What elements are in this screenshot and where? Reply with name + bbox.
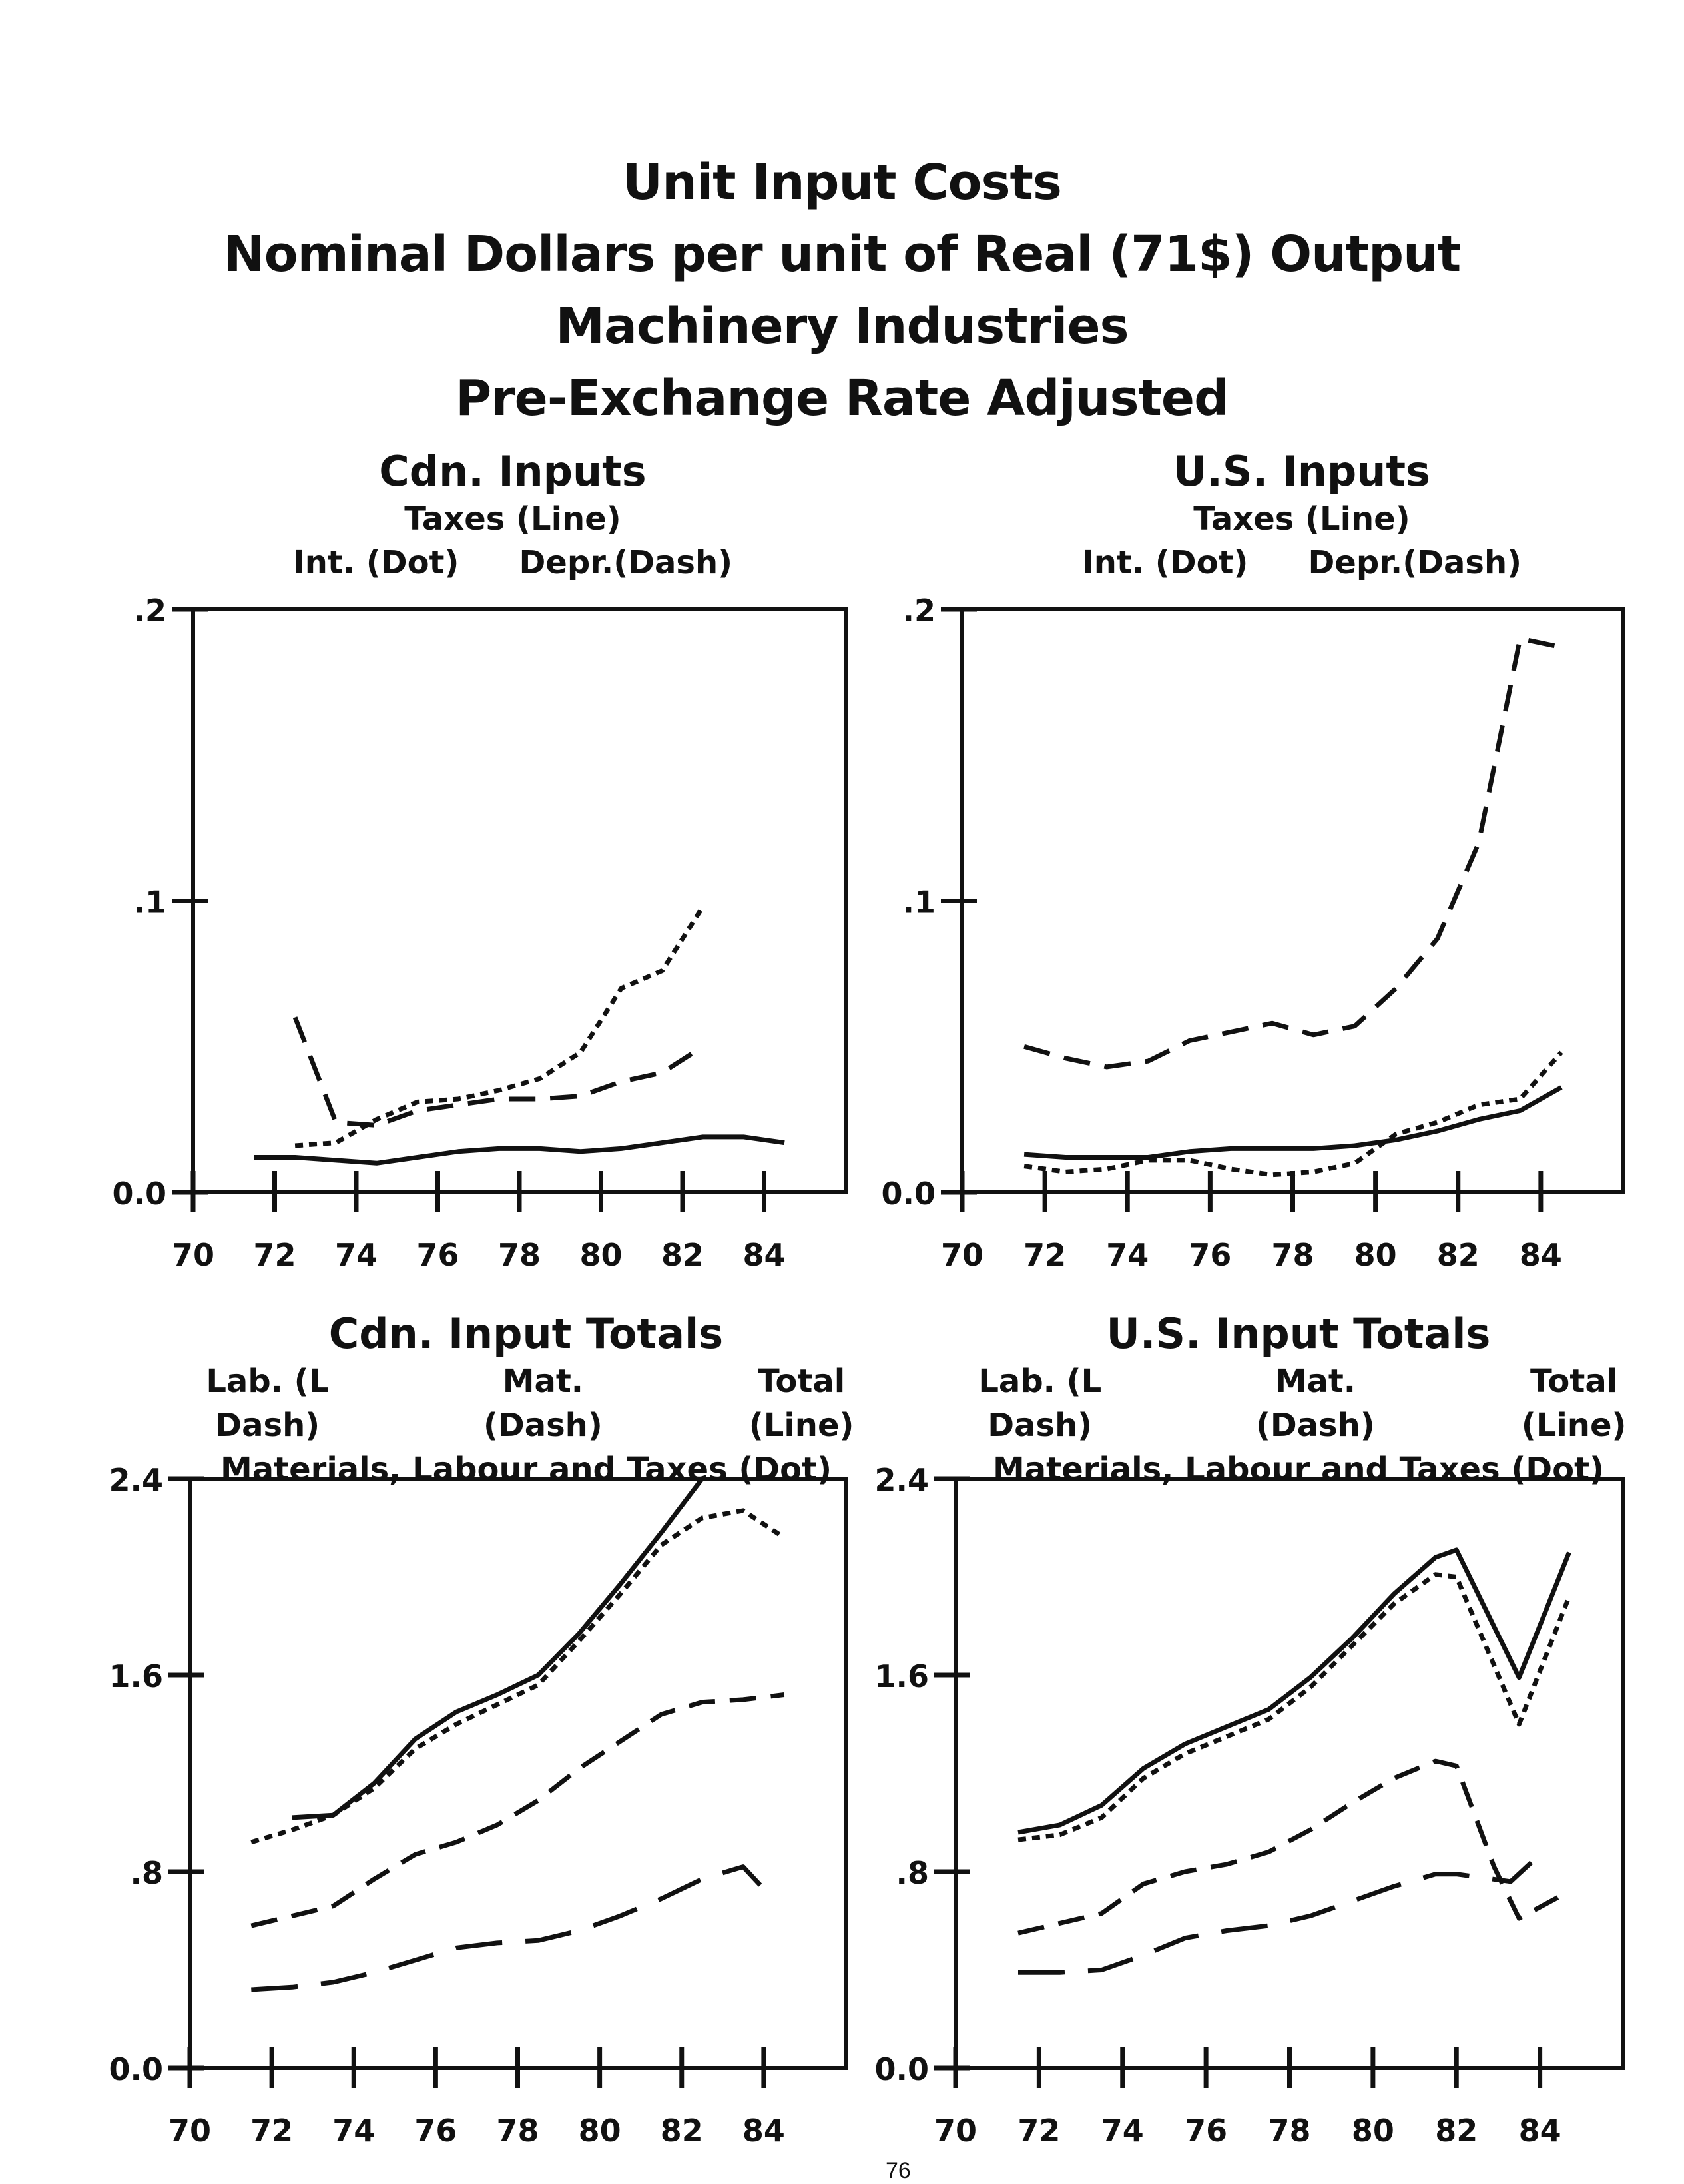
figure-title-line-3: Machinery Industries — [555, 298, 1129, 355]
figure-title-line-1: Unit Input Costs — [623, 154, 1062, 211]
y-tick-label: 1.6 — [875, 1658, 930, 1694]
y-tick-label: 0.0 — [875, 2051, 930, 2087]
y-tick-label: .2 — [903, 593, 936, 629]
legend-item-int: Int. (Dot) — [1081, 544, 1249, 581]
y-tick-label: .8 — [896, 1855, 929, 1891]
x-tick-label: 70 — [941, 1237, 983, 1273]
x-tick-label: 72 — [250, 2113, 293, 2149]
x-tick-label: 76 — [1185, 2113, 1227, 2149]
series-line-solid — [1023, 1085, 1563, 1160]
x-tick-label: 84 — [742, 1237, 785, 1273]
x-tick-label: 78 — [498, 1237, 541, 1273]
series-line-dot — [294, 905, 705, 1148]
x-tick-label: 84 — [1519, 2113, 1561, 2149]
series-line-solid — [292, 1477, 704, 1820]
legend-item-mat: Mat. (Dash) — [483, 1363, 603, 1444]
x-tick-label: 76 — [414, 2113, 457, 2149]
y-tick-label: .2 — [134, 593, 166, 629]
figure-title-line-4: Pre-Exchange Rate Adjusted — [455, 370, 1229, 427]
x-tick-label: 74 — [332, 2113, 375, 2149]
panel-subtitle: Materials, Labour and Taxes (Dot) — [992, 1451, 1605, 1488]
legend-item-depr: Depr.(Dash) — [1308, 544, 1522, 581]
x-tick-label: 82 — [1435, 2113, 1478, 2149]
x-tick-label: 70 — [172, 1237, 214, 1273]
panel-subtitle: Taxes (Line) — [404, 500, 621, 538]
panel-legend: Lab. (L Dash) Mat. (Dash) Total (Line) — [153, 1359, 899, 1447]
x-tick-label: 80 — [1354, 1237, 1397, 1273]
y-tick-label: 0.0 — [113, 1176, 167, 1212]
series-line-dash — [250, 1692, 785, 1928]
panel-title: Cdn. Inputs — [379, 447, 647, 496]
series-line-dash — [1023, 636, 1562, 1070]
y-tick-label: .1 — [903, 885, 936, 920]
y-tick-label: 2.4 — [109, 1462, 164, 1498]
x-tick-label: 78 — [496, 2113, 539, 2149]
y-tick-label: 2.4 — [875, 1462, 930, 1498]
y-tick-label: 0.0 — [882, 1176, 936, 1212]
x-tick-label: 80 — [579, 1237, 622, 1273]
series-line-dot — [250, 1508, 786, 1845]
x-tick-label: 84 — [1520, 1237, 1562, 1273]
y-tick-label: .1 — [134, 885, 166, 920]
x-tick-label: 72 — [1023, 1237, 1066, 1273]
page-number: 76 — [886, 2158, 911, 2183]
panel-title: U.S. Inputs — [1173, 447, 1430, 496]
x-tick-label: 72 — [253, 1237, 296, 1273]
figure-title-block: Unit Input Costs Nominal Dollars per uni… — [0, 147, 1684, 434]
panel-title: U.S. Input Totals — [1106, 1309, 1491, 1358]
y-tick-label: .8 — [131, 1855, 163, 1891]
series-line-dot — [1023, 1050, 1563, 1178]
legend-item-total: Total (Line) — [748, 1363, 854, 1444]
x-tick-label: 82 — [661, 2113, 703, 2149]
legend-item-lab: Lab. (L Dash) — [206, 1363, 330, 1444]
y-tick-label: 0.0 — [109, 2051, 164, 2087]
series-line-long-dash — [1018, 1852, 1542, 1975]
x-tick-label: 70 — [168, 2113, 211, 2149]
series-line-long-dash — [251, 1864, 766, 1992]
x-tick-label: 80 — [579, 2113, 621, 2149]
panel-subtitle: Taxes (Line) — [1193, 500, 1410, 538]
legend-item-depr: Depr.(Dash) — [519, 544, 733, 581]
panel-cdn-totals-heading: Cdn. Input Totals Lab. (L Dash) Mat. (Da… — [153, 1309, 899, 1491]
series-line-solid — [254, 1134, 785, 1166]
panel-title: Cdn. Input Totals — [328, 1309, 724, 1358]
legend-item-int: Int. (Dot) — [292, 544, 459, 581]
x-tick-label: 78 — [1268, 2113, 1310, 2149]
x-tick-label: 82 — [661, 1237, 704, 1273]
panel-legend: Int. (Dot) Depr.(Dash) — [153, 541, 872, 585]
x-tick-label: 78 — [1271, 1237, 1314, 1273]
series-line-dash — [292, 1016, 704, 1128]
series-line-solid — [1017, 1547, 1571, 1835]
x-tick-label: 76 — [1189, 1237, 1231, 1273]
panel-subtitle: Materials, Labour and Taxes (Dot) — [220, 1451, 832, 1488]
y-tick-label: 1.6 — [109, 1658, 164, 1694]
series-line-dash — [1017, 1758, 1571, 1936]
plot-frame — [954, 1477, 1625, 2070]
legend-item-lab: Lab. (L Dash) — [978, 1363, 1102, 1444]
panel-legend: Int. (Dot) Depr.(Dash) — [926, 541, 1678, 585]
series-line-dot — [1017, 1572, 1571, 1842]
panel-us-totals-heading: U.S. Input Totals Lab. (L Dash) Mat. (Da… — [926, 1309, 1671, 1491]
panel-us-inputs-heading: U.S. Inputs Taxes (Line) Int. (Dot) Depr… — [926, 446, 1678, 585]
x-tick-label: 80 — [1352, 2113, 1394, 2149]
x-tick-label: 74 — [1106, 1237, 1149, 1273]
legend-item-total: Total (Line) — [1521, 1363, 1627, 1444]
x-tick-label: 72 — [1017, 2113, 1060, 2149]
figure-title-line-2: Nominal Dollars per unit of Real (71$) O… — [223, 226, 1461, 283]
legend-item-mat: Mat. (Dash) — [1255, 1363, 1375, 1444]
x-tick-label: 70 — [934, 2113, 977, 2149]
panel-legend: Lab. (L Dash) Mat. (Dash) Total (Line) — [926, 1359, 1671, 1447]
x-tick-label: 74 — [1101, 2113, 1144, 2149]
panel-cdn-inputs-heading: Cdn. Inputs Taxes (Line) Int. (Dot) Depr… — [153, 446, 872, 585]
x-tick-label: 74 — [335, 1237, 378, 1273]
x-tick-label: 84 — [742, 2113, 785, 2149]
x-tick-label: 76 — [416, 1237, 459, 1273]
x-tick-label: 82 — [1437, 1237, 1480, 1273]
